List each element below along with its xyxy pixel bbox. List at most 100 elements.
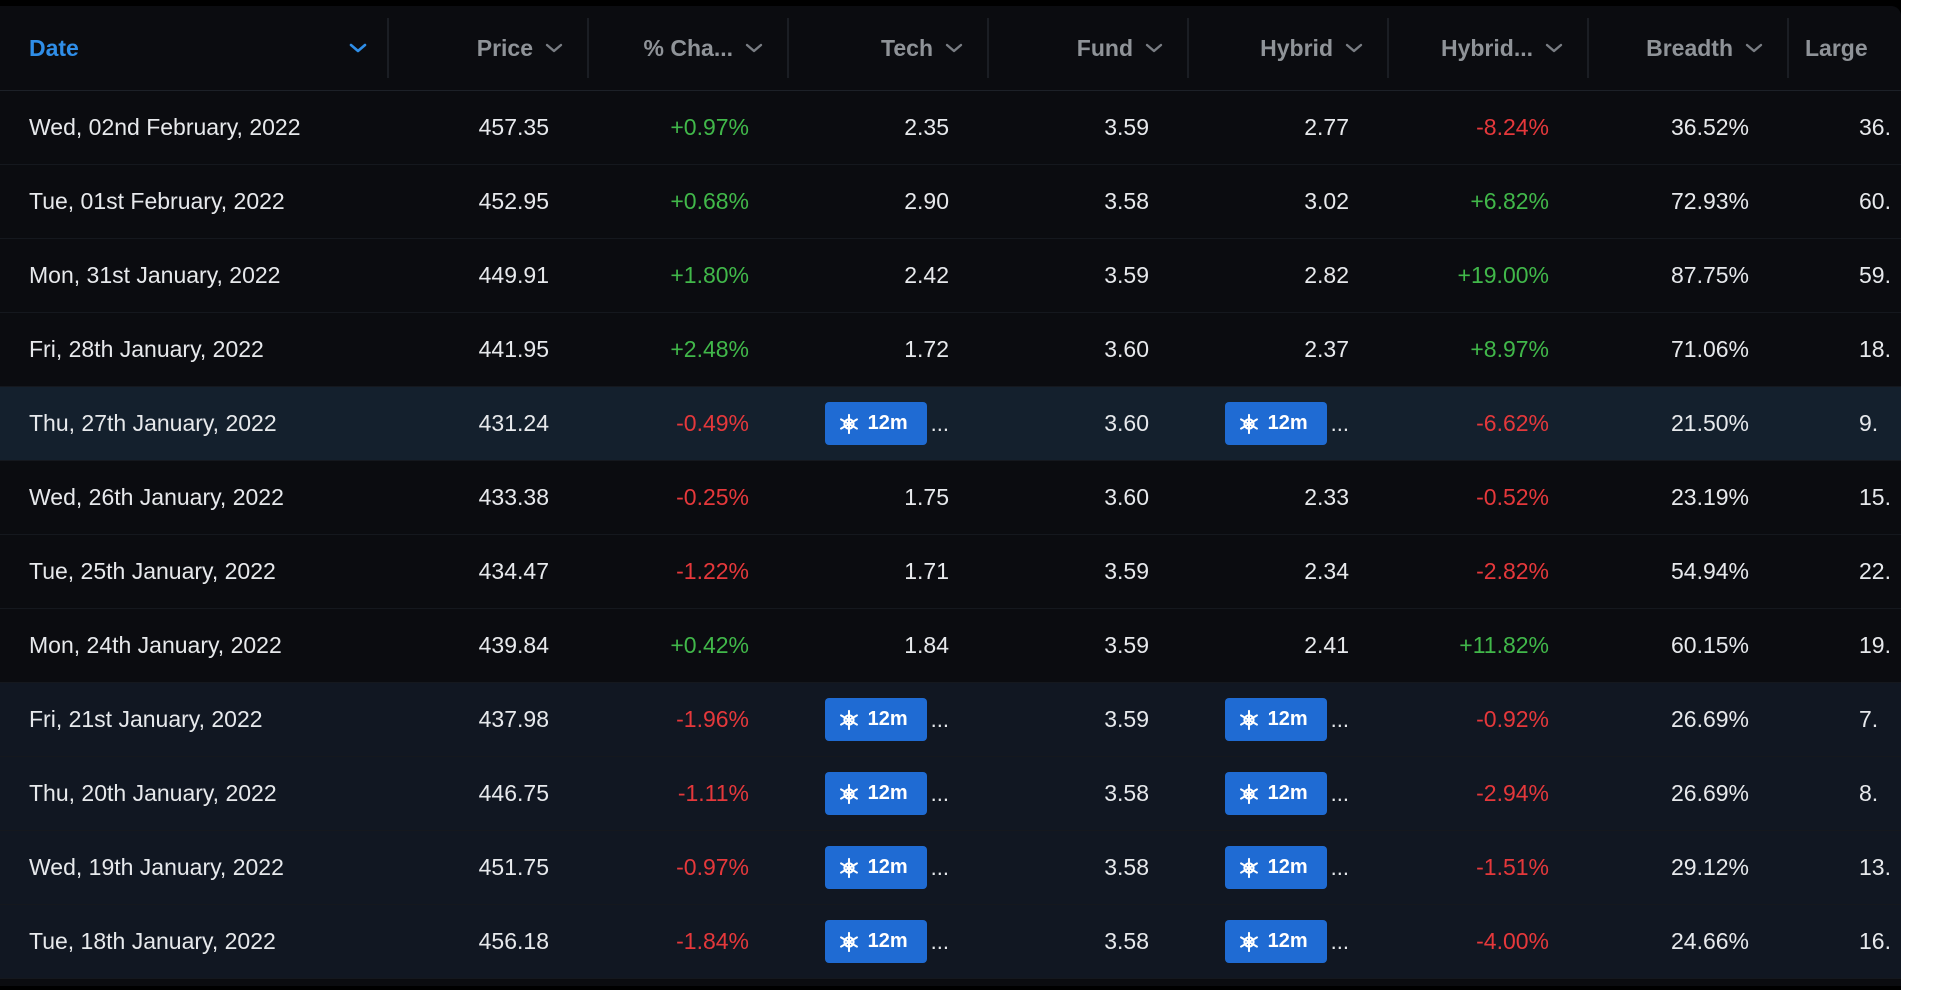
snowflake-icon [838, 709, 860, 731]
cell-large: 18. [1789, 312, 1901, 387]
cell-price: 441.95 [389, 312, 589, 387]
column-header-pct-change[interactable]: % Cha... [589, 6, 789, 91]
table-row[interactable]: Wed, 26th January, 2022 433.38 -0.25% 1.75 3… [0, 460, 1901, 535]
cell-large: 59. [1789, 238, 1901, 313]
chevron-down-icon[interactable] [545, 42, 563, 54]
chevron-down-icon[interactable] [1145, 42, 1163, 54]
loading-badge-label: 12m [867, 782, 908, 804]
cell-price: 451.75 [389, 830, 589, 905]
loading-badge-label: 12m [1267, 708, 1308, 730]
cell-fund: 3.60 [989, 312, 1189, 387]
table-row[interactable]: Mon, 31st January, 2022 449.91 +1.80% 2.42 3… [0, 238, 1901, 313]
chevron-down-icon[interactable] [349, 42, 367, 54]
loading-badge[interactable]: 12m [1224, 772, 1327, 815]
right-edge [1901, 0, 1939, 990]
cell-hybrid-change: -0.92% [1389, 682, 1589, 757]
cell-tech: 2.42 [789, 238, 989, 313]
header-row: Date Price % Cha... Tech [0, 6, 1901, 91]
table-row[interactable]: Tue, 18th January, 2022 456.18 -1.84% 12m..… [0, 904, 1901, 979]
cell-fund: 3.58 [989, 830, 1189, 905]
truncation-ellipsis: ... [930, 706, 949, 732]
column-header-date-label: Date [29, 34, 79, 61]
cell-date: Tue, 25th January, 2022 [0, 534, 389, 609]
cell-tech: 1.72 [789, 312, 989, 387]
cell-price: 437.98 [389, 682, 589, 757]
column-header-price[interactable]: Price [389, 6, 589, 91]
cell-hybrid-change: +11.82% [1389, 608, 1589, 683]
column-header-breadth[interactable]: Breadth [1589, 6, 1789, 91]
cell-hybrid-change: -6.62% [1389, 386, 1589, 461]
cell-price: 446.75 [389, 756, 589, 831]
chevron-down-icon[interactable] [745, 42, 763, 54]
table-row[interactable]: Tue, 25th January, 2022 434.47 -1.22% 1.71 3… [0, 534, 1901, 609]
column-header-hybrid-change-label: Hybrid... [1440, 34, 1533, 61]
table-row[interactable]: Tue, 01st February, 2022 452.95 +0.68% 2.90… [0, 164, 1901, 239]
cell-tech: 12m... [789, 904, 989, 979]
cell-breadth: 36.52% [1589, 90, 1789, 165]
table-row[interactable]: Wed, 19th January, 2022 451.75 -0.97% 12m..… [0, 830, 1901, 905]
table-row[interactable]: Fri, 21st January, 2022 437.98 -1.96% 12m..… [0, 682, 1901, 757]
loading-badge[interactable]: 12m [1224, 920, 1327, 963]
cell-hybrid-change: +19.00% [1389, 238, 1589, 313]
snowflake-icon [838, 931, 860, 953]
table-row[interactable]: Fri, 28th January, 2022 441.95 +2.48% 1.72 3… [0, 312, 1901, 387]
cell-price: 439.84 [389, 608, 589, 683]
cell-pct-change: -0.97% [589, 830, 789, 905]
cell-tech: 12m... [789, 386, 989, 461]
table-row[interactable]: Thu, 20th January, 2022 446.75 -1.11% 12m..… [0, 756, 1901, 831]
cell-hybrid: 2.37 [1189, 312, 1389, 387]
column-header-hybrid-change[interactable]: Hybrid... [1389, 6, 1589, 91]
table-row[interactable]: Thu, 27th January, 2022 431.24 -0.49% 12m..… [0, 386, 1901, 461]
cell-price: 457.35 [389, 90, 589, 165]
loading-badge[interactable]: 12m [1224, 698, 1327, 741]
snowflake-icon [1238, 931, 1260, 953]
cell-breadth: 24.66% [1589, 904, 1789, 979]
cell-hybrid: 2.41 [1189, 608, 1389, 683]
chevron-down-icon[interactable] [1345, 42, 1363, 54]
cell-fund: 3.59 [989, 608, 1189, 683]
chevron-down-icon[interactable] [1545, 42, 1563, 54]
loading-badge[interactable]: 12m [824, 846, 927, 889]
table-row[interactable]: Wed, 02nd February, 2022 457.35 +0.97% 2.35… [0, 90, 1901, 165]
table-body: Wed, 02nd February, 2022 457.35 +0.97% 2.35… [0, 90, 1901, 979]
cell-tech: 12m... [789, 830, 989, 905]
cell-breadth: 26.69% [1589, 756, 1789, 831]
cell-date: Thu, 20th January, 2022 [0, 756, 389, 831]
table-row[interactable]: Mon, 24th January, 2022 439.84 +0.42% 1.84 3… [0, 608, 1901, 683]
loading-badge[interactable]: 12m [824, 402, 927, 445]
cell-large: 13. [1789, 830, 1901, 905]
truncation-ellipsis: ... [1330, 928, 1349, 954]
column-header-tech[interactable]: Tech [789, 6, 989, 91]
cell-large: 36. [1789, 90, 1901, 165]
column-header-large[interactable]: Large [1789, 6, 1901, 91]
cell-date: Fri, 28th January, 2022 [0, 312, 389, 387]
loading-badge-label: 12m [867, 708, 908, 730]
loading-badge[interactable]: 12m [824, 772, 927, 815]
cell-fund: 3.59 [989, 238, 1189, 313]
loading-badge-label: 12m [867, 930, 908, 952]
loading-badge[interactable]: 12m [1224, 402, 1327, 445]
loading-badge-label: 12m [1267, 782, 1308, 804]
chevron-down-icon[interactable] [945, 42, 963, 54]
cell-hybrid-change: -4.00% [1389, 904, 1589, 979]
loading-badge[interactable]: 12m [1224, 846, 1327, 889]
cell-breadth: 87.75% [1589, 238, 1789, 313]
cell-breadth: 23.19% [1589, 460, 1789, 535]
cell-fund: 3.60 [989, 460, 1189, 535]
cell-price: 433.38 [389, 460, 589, 535]
cell-date: Thu, 27th January, 2022 [0, 386, 389, 461]
cell-fund: 3.58 [989, 904, 1189, 979]
chevron-down-icon[interactable] [1745, 42, 1763, 54]
loading-badge[interactable]: 12m [824, 920, 927, 963]
column-header-pct-change-label: % Cha... [643, 34, 733, 61]
cell-price: 431.24 [389, 386, 589, 461]
cell-pct-change: +1.80% [589, 238, 789, 313]
cell-pct-change: +2.48% [589, 312, 789, 387]
column-header-fund[interactable]: Fund [989, 6, 1189, 91]
column-header-hybrid[interactable]: Hybrid [1189, 6, 1389, 91]
snowflake-icon [1238, 783, 1260, 805]
column-header-date[interactable]: Date [0, 6, 389, 91]
loading-badge[interactable]: 12m [824, 698, 927, 741]
cell-price: 456.18 [389, 904, 589, 979]
cell-tech: 2.90 [789, 164, 989, 239]
